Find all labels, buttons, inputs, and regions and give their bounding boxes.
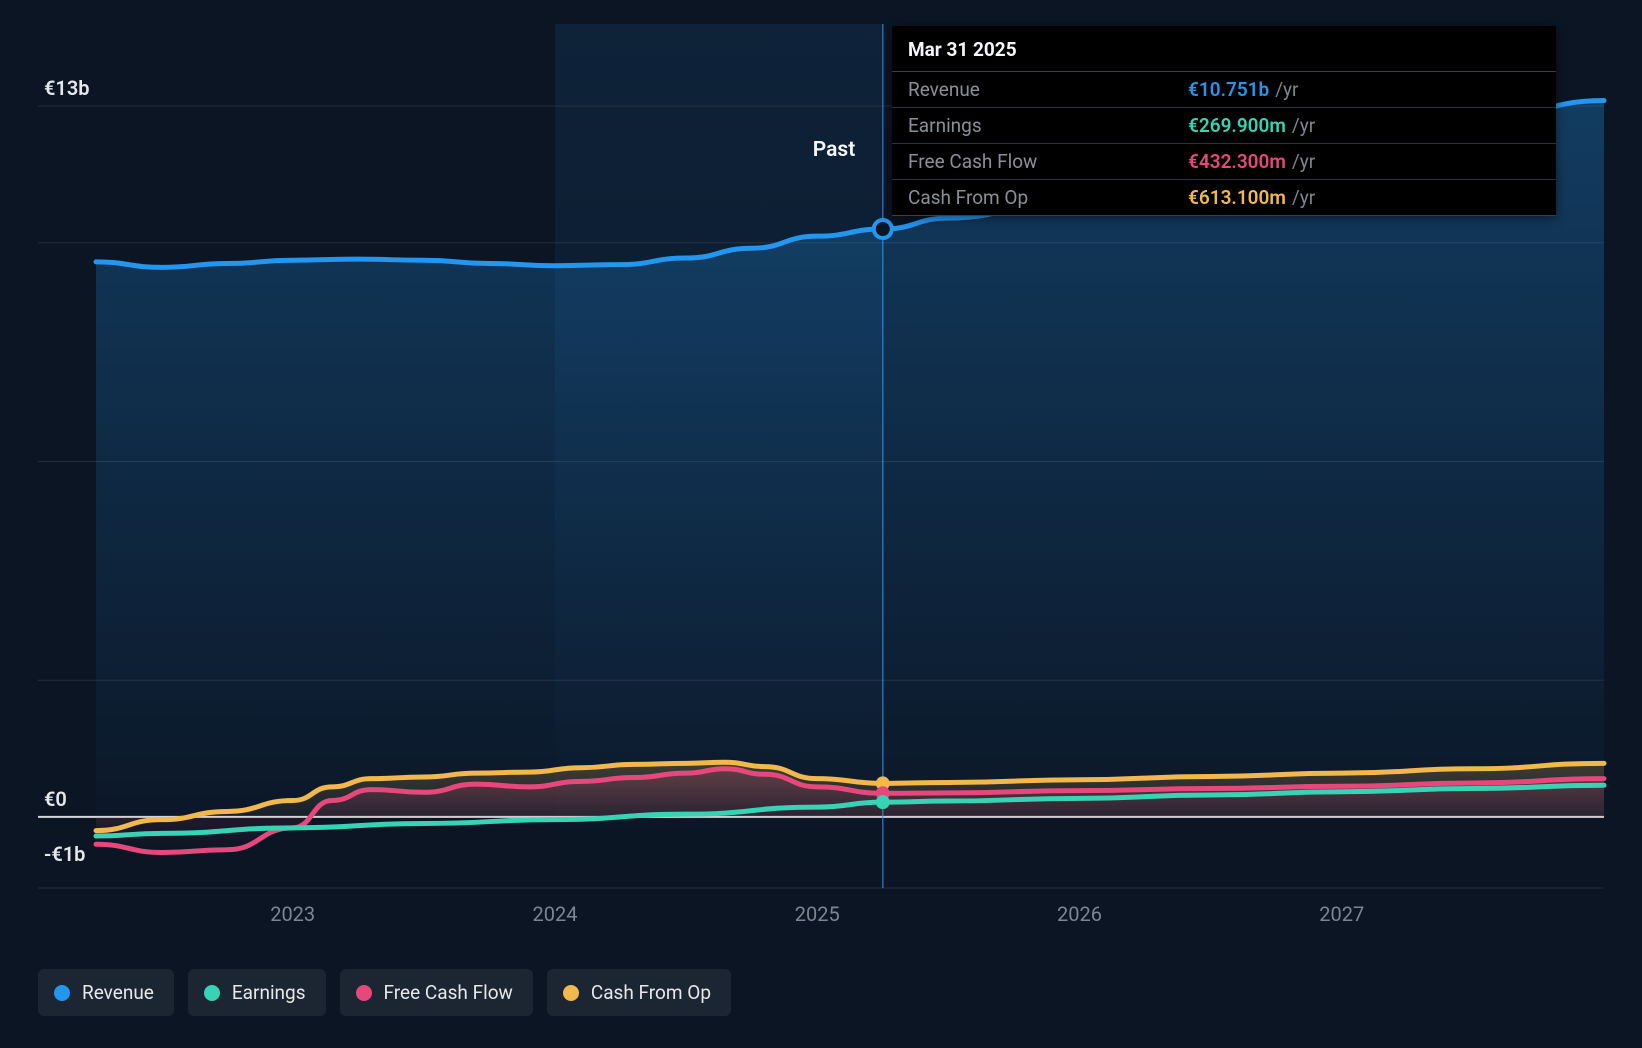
x-tick-label: 2023 <box>270 902 315 926</box>
tooltip-row-unit: /yr <box>1292 152 1315 171</box>
financial-forecast-chart: €13b €0 -€1b Past Analysts Forecasts 202… <box>0 0 1642 1048</box>
tooltip-row-unit: /yr <box>1292 188 1315 207</box>
legend: Revenue Earnings Free Cash Flow Cash From O… <box>38 969 731 1016</box>
y-tick-label: €13b <box>44 76 90 100</box>
legend-item-cashop[interactable]: Cash From Op <box>547 969 731 1016</box>
legend-item-fcf[interactable]: Free Cash Flow <box>340 969 533 1016</box>
tooltip-row-unit: /yr <box>1275 80 1298 99</box>
tooltip-row: Earnings€269.900m/yr <box>892 108 1556 144</box>
tooltip-row-label: Free Cash Flow <box>908 152 1188 171</box>
legend-label: Free Cash Flow <box>384 981 513 1004</box>
y-tick-label: €0 <box>44 787 67 811</box>
section-label-past: Past <box>813 138 856 162</box>
y-tick-label: -€1b <box>44 842 85 866</box>
x-tick-label: 2026 <box>1057 902 1102 926</box>
tooltip-row-label: Cash From Op <box>908 188 1188 207</box>
tooltip-row-value: €432.300m <box>1188 152 1286 171</box>
tooltip-row-unit: /yr <box>1292 116 1315 135</box>
legend-label: Revenue <box>82 981 154 1004</box>
tooltip-title: Mar 31 2025 <box>892 26 1556 72</box>
tooltip-row: Revenue€10.751b/yr <box>892 72 1556 108</box>
x-tick-label: 2027 <box>1319 902 1364 926</box>
legend-item-revenue[interactable]: Revenue <box>38 969 174 1016</box>
hover-tooltip: Mar 31 2025 Revenue€10.751b/yrEarnings€2… <box>892 26 1556 216</box>
legend-label: Earnings <box>232 981 306 1004</box>
tooltip-row-value: €269.900m <box>1188 116 1286 135</box>
tooltip-row: Free Cash Flow€432.300m/yr <box>892 144 1556 180</box>
tooltip-row-label: Revenue <box>908 80 1188 99</box>
legend-item-earnings[interactable]: Earnings <box>188 969 326 1016</box>
x-tick-label: 2024 <box>532 902 577 926</box>
legend-swatch <box>356 985 372 1001</box>
legend-label: Cash From Op <box>591 981 711 1004</box>
marker-earnings <box>876 795 890 809</box>
tooltip-row-value: €613.100m <box>1188 188 1286 207</box>
tooltip-row: Cash From Op€613.100m/yr <box>892 180 1556 216</box>
tooltip-row-label: Earnings <box>908 116 1188 135</box>
legend-swatch <box>54 985 70 1001</box>
tooltip-row-value: €10.751b <box>1188 80 1269 99</box>
marker-revenue <box>874 220 892 238</box>
legend-swatch <box>204 985 220 1001</box>
x-tick-label: 2025 <box>795 902 840 926</box>
legend-swatch <box>563 985 579 1001</box>
